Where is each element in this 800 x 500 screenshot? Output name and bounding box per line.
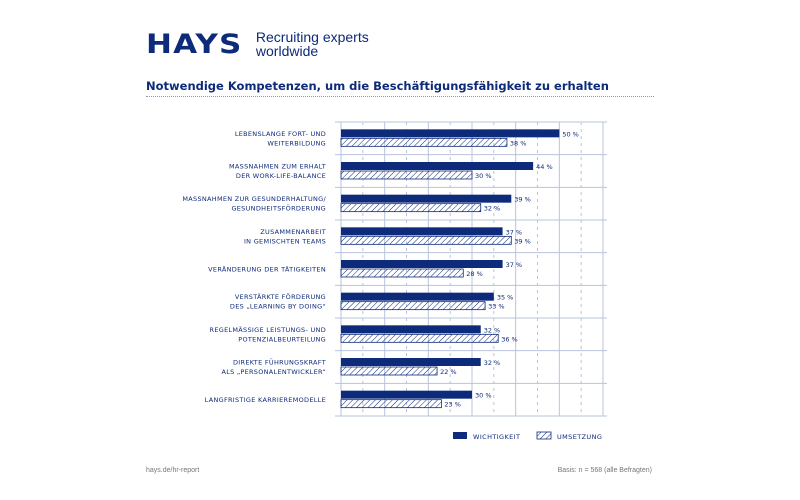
bar-umsetzung xyxy=(340,366,438,376)
category-label: ZUSAMMENARBEIT IN GEMISCHTEN TEAMS xyxy=(244,228,326,246)
footer-basis: Basis: n = 568 (alle Befragten) xyxy=(557,467,652,474)
category-label: MASSNAHMEN ZUM ERHALT DER WORK-LIFE-BALAN… xyxy=(229,163,326,181)
legend-label: WICHTIGKEIT xyxy=(473,433,520,441)
data-label: 30 % xyxy=(475,392,492,400)
category-label: DIREKTE FÜHRUNGSKRAFT ALS „PERSONALENTWIC… xyxy=(221,358,326,377)
category-label-line: ALS „PERSONALENTWICKLER“ xyxy=(221,368,326,376)
data-label: 22 % xyxy=(440,368,457,376)
category-label-line: REGELMÄSSIGE LEISTUNGS- UND xyxy=(210,325,326,334)
category-label-line: IN GEMISCHTEN TEAMS xyxy=(244,237,326,245)
bar-wichtigkeit xyxy=(341,194,512,203)
data-label: 30 % xyxy=(475,172,492,180)
bar-umsetzung xyxy=(340,399,442,409)
bar-umsetzung xyxy=(340,203,482,213)
bar-wichtigkeit xyxy=(341,325,481,334)
bar-wichtigkeit xyxy=(341,129,560,138)
data-label: 37 % xyxy=(506,261,523,269)
legend-label: UMSETZUNG xyxy=(557,433,602,441)
category-label: REGELMÄSSIGE LEISTUNGS- UND POTENZIALBEUR… xyxy=(210,325,326,344)
chart-title: Notwendige Kompetenzen, um die Beschäfti… xyxy=(146,79,609,93)
legend-swatch-umsetzung xyxy=(536,431,552,440)
category-label: VERSTÄRKTE FÖRDERUNG DES „LEARNING BY DOI… xyxy=(230,292,326,311)
title-divider xyxy=(146,96,654,97)
data-label: 33 % xyxy=(488,303,505,311)
bar-wichtigkeit xyxy=(341,390,472,399)
data-label: 28 % xyxy=(466,270,483,278)
footer-source: hays.de/hr-report xyxy=(146,467,200,474)
bar-umsetzung xyxy=(340,301,486,311)
category-label: VERÄNDERUNG DER TÄTIGKEITEN xyxy=(208,265,326,274)
category-label-line: DES „LEARNING BY DOING“ xyxy=(230,303,326,311)
category-label: LEBENSLANGE FORT- UND WEITERBILDUNG xyxy=(235,130,326,148)
bar-umsetzung xyxy=(340,235,512,245)
data-label: 35 % xyxy=(497,294,514,302)
category-label-line: LANGFRISTIGE KARRIEREMODELLE xyxy=(205,396,326,404)
bar-wichtigkeit xyxy=(341,358,481,366)
category-label-line: MASSNAHMEN ZUR GESUNDERHALTUNG/ xyxy=(182,195,326,203)
bar-umsetzung xyxy=(340,333,499,343)
data-label: 37 % xyxy=(506,228,523,236)
data-label: 39 % xyxy=(514,237,531,245)
category-label-line: VERÄNDERUNG DER TÄTIGKEITEN xyxy=(208,265,326,274)
category-label-line: VERSTÄRKTE FÖRDERUNG xyxy=(235,292,326,301)
category-label-line: LEBENSLANGE FORT- UND xyxy=(235,130,326,138)
data-label: 36 % xyxy=(501,335,518,343)
category-label-line: DER WORK-LIFE-BALANCE xyxy=(236,172,326,180)
category-label-line: DIREKTE FÜHRUNGSKRAFT xyxy=(233,358,326,367)
legend-swatch-wichtigkeit xyxy=(453,432,467,439)
bar-umsetzung xyxy=(340,268,464,278)
category-label-line: ZUSAMMENARBEIT xyxy=(260,228,326,236)
tagline-line-2: worldwide xyxy=(255,43,319,59)
data-label: 32 % xyxy=(484,326,501,334)
chart-category-labels: LEBENSLANGE FORT- UND WEITERBILDUNG MASSNA… xyxy=(182,130,326,404)
data-label: 39 % xyxy=(514,196,531,204)
category-label: MASSNAHMEN ZUR GESUNDERHALTUNG/GESUNDHEI… xyxy=(182,195,326,213)
data-label: 44 % xyxy=(536,163,553,171)
chart-bars: 50 %38 %44 %30 %39 %32 %37 %39 %37 %28 %… xyxy=(340,129,579,409)
bar-wichtigkeit xyxy=(341,227,503,236)
category-label-line: POTENZIALBEURTEILUNG xyxy=(238,335,326,343)
logo-wordmark: HAYS xyxy=(146,28,243,60)
bar-umsetzung xyxy=(340,170,473,180)
data-label: 50 % xyxy=(562,130,579,138)
bar-umsetzung xyxy=(340,137,508,147)
data-label: 23 % xyxy=(444,401,461,409)
bar-wichtigkeit xyxy=(341,260,503,268)
category-label-line: MASSNAHMEN ZUM ERHALT xyxy=(229,163,326,171)
category-label-line: GESUNDHEITSFÖRDERUNG xyxy=(231,204,326,213)
data-label: 38 % xyxy=(510,139,527,147)
category-label: LANGFRISTIGE KARRIEREMODELLE xyxy=(205,396,326,404)
bar-wichtigkeit xyxy=(341,162,534,170)
chart-legend: WICHTIGKEIT UMSETZUNG xyxy=(453,431,602,441)
hays-logo: HAYS Recruiting experts worldwide xyxy=(146,30,369,58)
category-label-line: WEITERBILDUNG xyxy=(267,139,326,147)
bar-wichtigkeit xyxy=(341,292,494,301)
data-label: 32 % xyxy=(484,359,501,367)
data-label: 32 % xyxy=(484,205,501,213)
tagline-line-1: Recruiting experts xyxy=(255,29,369,45)
logo-tagline: Recruiting experts worldwide xyxy=(256,30,369,58)
